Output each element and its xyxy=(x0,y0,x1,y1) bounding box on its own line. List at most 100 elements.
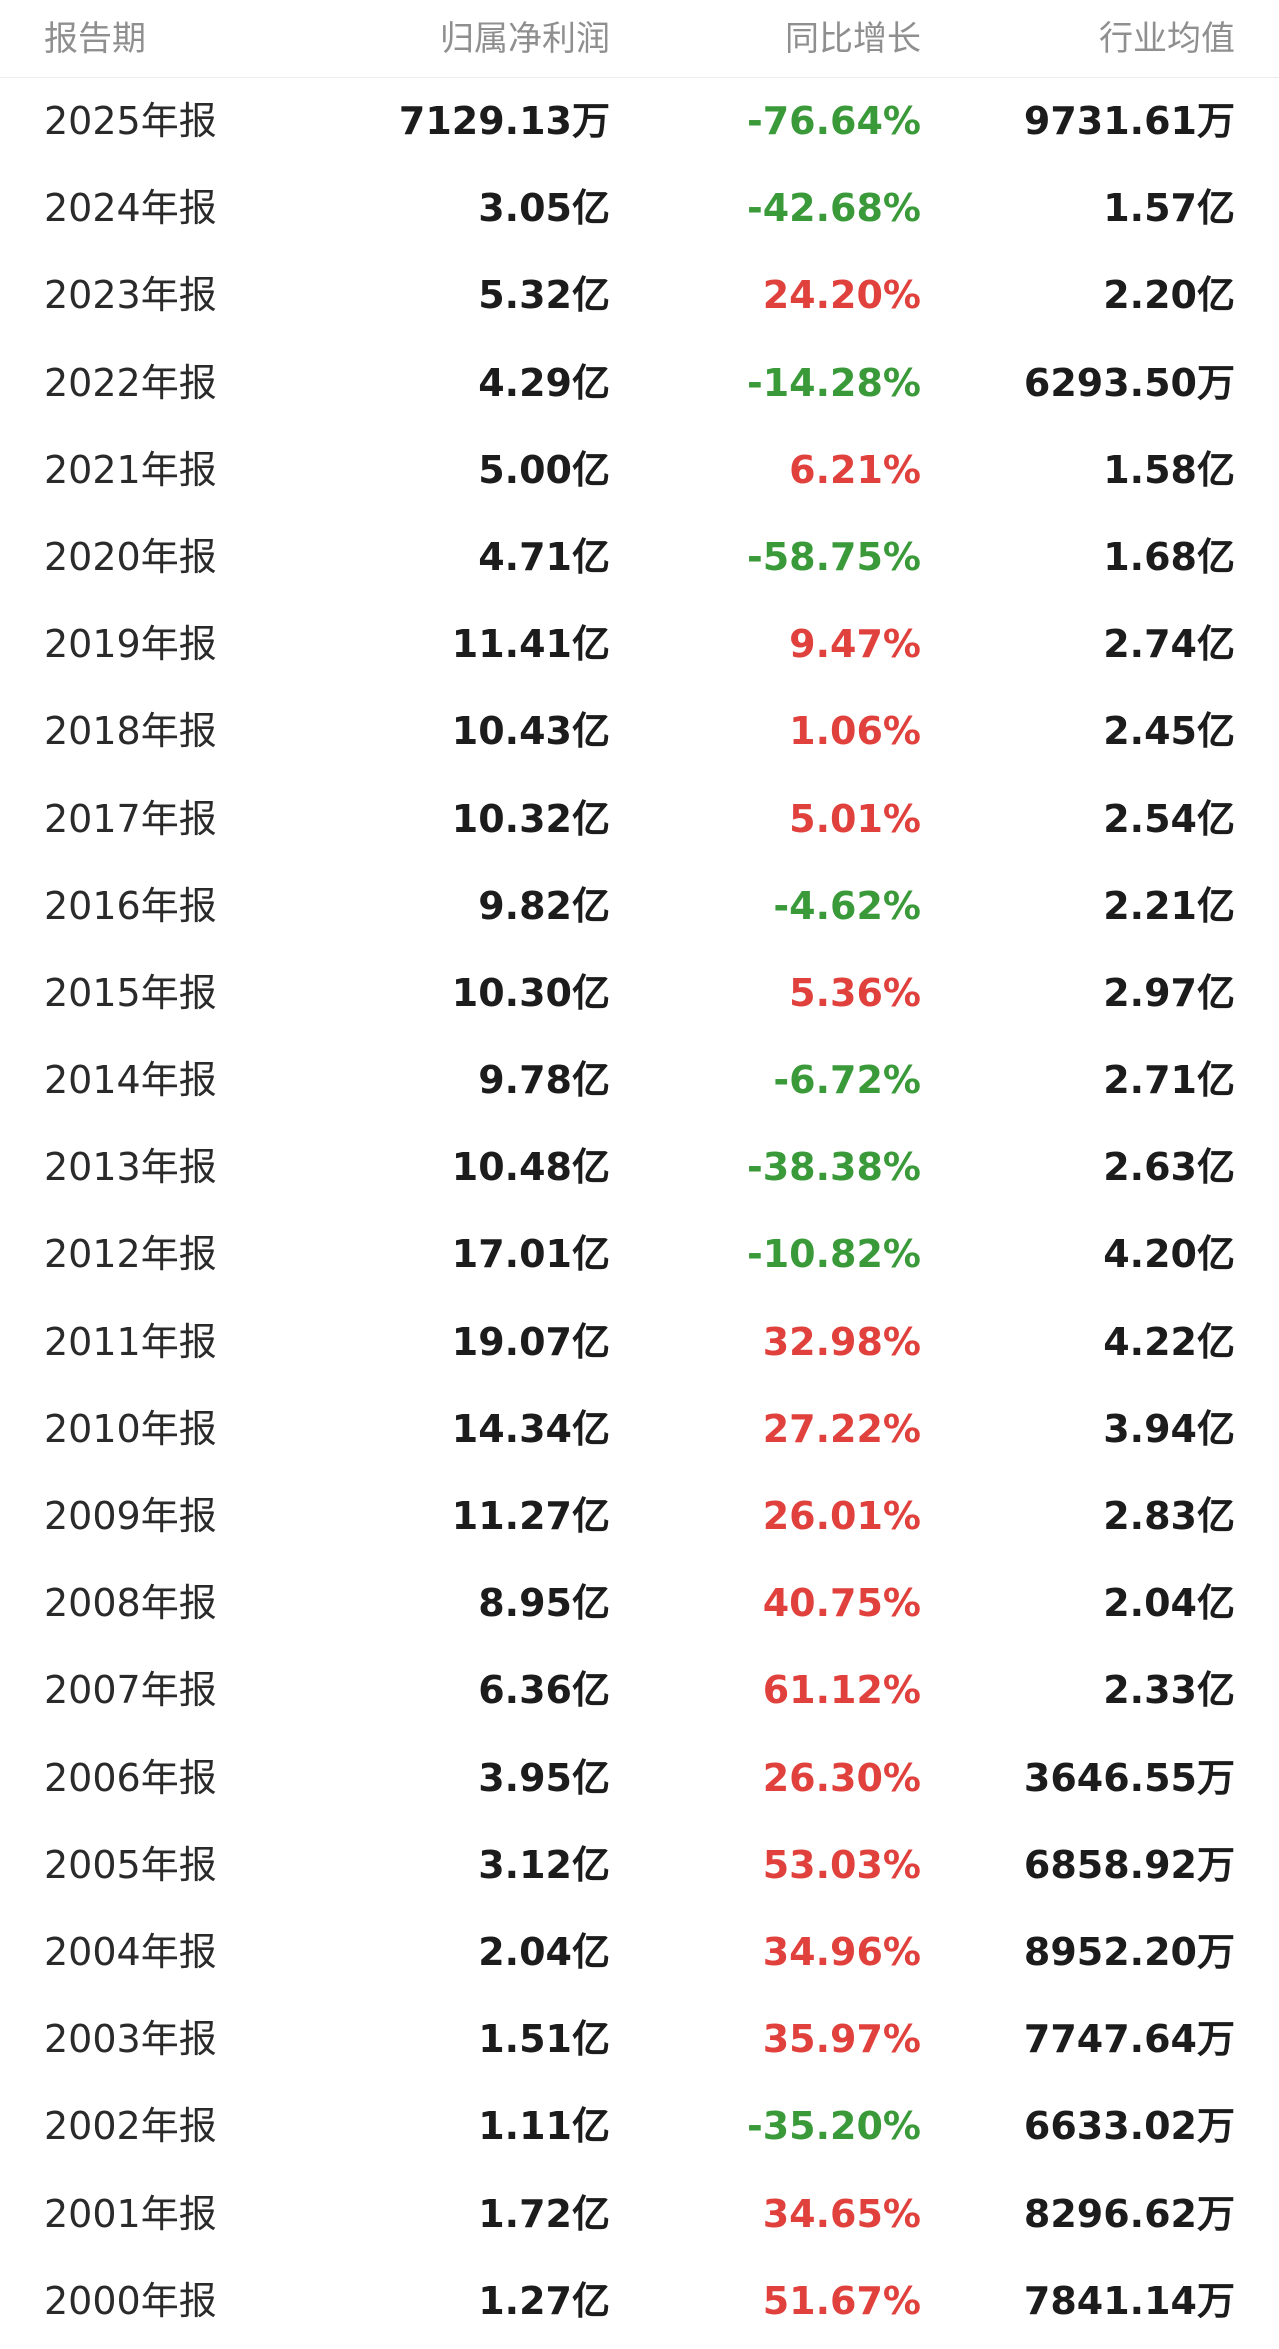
table-row[interactable]: 2023年报 5.32亿 24.20% 2.20亿 xyxy=(0,252,1279,339)
table-row[interactable]: 2002年报 1.11亿 -35.20% 6633.02万 xyxy=(0,2083,1279,2170)
table-row[interactable]: 2025年报 7129.13万 -76.64% 9731.61万 xyxy=(0,78,1279,165)
row-period: 2022年报 xyxy=(44,360,217,405)
row-yoy-growth: 26.30% xyxy=(762,1755,921,1800)
row-yoy-growth: 61.12% xyxy=(762,1668,921,1713)
table-row[interactable]: 2014年报 9.78亿 -6.72% 2.71亿 xyxy=(0,1037,1279,1124)
row-yoy-growth: -35.20% xyxy=(746,2104,921,2149)
row-yoy-growth: -6.72% xyxy=(773,1058,921,1103)
row-period: 2020年报 xyxy=(44,534,217,579)
row-net-profit: 10.32亿 xyxy=(451,796,610,841)
row-net-profit: 3.12亿 xyxy=(478,1842,610,1887)
table-row[interactable]: 2000年报 1.27亿 51.67% 7841.14万 xyxy=(0,2258,1279,2345)
row-yoy-growth: 53.03% xyxy=(762,1842,921,1887)
header-period[interactable]: 报告期 xyxy=(44,19,146,59)
row-period: 2015年报 xyxy=(44,970,217,1015)
table-row[interactable]: 2021年报 5.00亿 6.21% 1.58亿 xyxy=(0,427,1279,514)
row-period: 2019年报 xyxy=(44,622,217,667)
row-period: 2007年报 xyxy=(44,1668,217,1713)
table-row[interactable]: 2018年报 10.43亿 1.06% 2.45亿 xyxy=(0,688,1279,775)
table-row[interactable]: 2006年报 3.95亿 26.30% 3646.55万 xyxy=(0,1735,1279,1822)
row-net-profit: 3.95亿 xyxy=(478,1755,610,1800)
row-industry-avg: 3646.55万 xyxy=(1023,1755,1235,1800)
row-net-profit: 9.78亿 xyxy=(478,1058,610,1103)
table-row[interactable]: 2024年报 3.05亿 -42.68% 1.57亿 xyxy=(0,165,1279,252)
row-period: 2000年报 xyxy=(44,2278,217,2323)
row-yoy-growth: 32.98% xyxy=(762,1319,921,1364)
row-industry-avg: 2.45亿 xyxy=(1103,709,1235,754)
row-net-profit: 1.72亿 xyxy=(478,2191,610,2236)
table-body: 2025年报 7129.13万 -76.64% 9731.61万 2024年报 3.05亿… xyxy=(0,78,1279,2345)
table-row[interactable]: 2010年报 14.34亿 27.22% 3.94亿 xyxy=(0,1386,1279,1473)
header-net-profit[interactable]: 归属净利润 xyxy=(440,19,610,59)
table-row[interactable]: 2015年报 10.30亿 5.36% 2.97亿 xyxy=(0,950,1279,1037)
table-row[interactable]: 2013年报 10.48亿 -38.38% 2.63亿 xyxy=(0,1124,1279,1211)
row-net-profit: 9.82亿 xyxy=(478,883,610,928)
row-period: 2023年报 xyxy=(44,273,217,318)
row-net-profit: 8.95亿 xyxy=(478,1581,610,1626)
table-row[interactable]: 2011年报 19.07亿 32.98% 4.22亿 xyxy=(0,1299,1279,1386)
row-yoy-growth: 5.36% xyxy=(789,970,921,1015)
row-net-profit: 10.48亿 xyxy=(451,1145,610,1190)
row-yoy-growth: -14.28% xyxy=(746,360,921,405)
table-row[interactable]: 2008年报 8.95亿 40.75% 2.04亿 xyxy=(0,1560,1279,1647)
header-industry-avg[interactable]: 行业均值 xyxy=(1099,19,1235,59)
table-row[interactable]: 2022年报 4.29亿 -14.28% 6293.50万 xyxy=(0,340,1279,427)
row-period: 2013年报 xyxy=(44,1145,217,1190)
row-yoy-growth: 5.01% xyxy=(789,796,921,841)
row-industry-avg: 2.33亿 xyxy=(1103,1668,1235,1713)
row-period: 2021年报 xyxy=(44,447,217,492)
row-net-profit: 6.36亿 xyxy=(478,1668,610,1713)
row-yoy-growth: 40.75% xyxy=(762,1581,921,1626)
row-period: 2004年报 xyxy=(44,1929,217,1974)
row-industry-avg: 4.20亿 xyxy=(1103,1232,1235,1277)
row-yoy-growth: 51.67% xyxy=(762,2278,921,2323)
row-period: 2014年报 xyxy=(44,1058,217,1103)
row-period: 2003年报 xyxy=(44,2017,217,2062)
row-industry-avg: 2.04亿 xyxy=(1103,1581,1235,1626)
table-row[interactable]: 2009年报 11.27亿 26.01% 2.83亿 xyxy=(0,1473,1279,1560)
table-row[interactable]: 2005年报 3.12亿 53.03% 6858.92万 xyxy=(0,1822,1279,1909)
table-header: 报告期 归属净利润 同比增长 行业均值 xyxy=(0,0,1279,78)
row-period: 2005年报 xyxy=(44,1842,217,1887)
table-row[interactable]: 2016年报 9.82亿 -4.62% 2.21亿 xyxy=(0,863,1279,950)
row-net-profit: 1.11亿 xyxy=(478,2104,610,2149)
row-net-profit: 5.00亿 xyxy=(478,447,610,492)
row-net-profit: 14.34亿 xyxy=(451,1406,610,1451)
row-yoy-growth: -58.75% xyxy=(746,534,921,579)
row-period: 2024年报 xyxy=(44,186,217,231)
row-period: 2016年报 xyxy=(44,883,217,928)
row-industry-avg: 2.20亿 xyxy=(1103,273,1235,318)
table-row[interactable]: 2020年报 4.71亿 -58.75% 1.68亿 xyxy=(0,514,1279,601)
table-row[interactable]: 2019年报 11.41亿 9.47% 2.74亿 xyxy=(0,601,1279,688)
table-row[interactable]: 2001年报 1.72亿 34.65% 8296.62万 xyxy=(0,2171,1279,2258)
row-industry-avg: 2.97亿 xyxy=(1103,970,1235,1015)
row-yoy-growth: -10.82% xyxy=(746,1232,921,1277)
row-net-profit: 2.04亿 xyxy=(478,1929,610,1974)
row-period: 2008年报 xyxy=(44,1581,217,1626)
row-yoy-growth: -4.62% xyxy=(773,883,921,928)
row-period: 2001年报 xyxy=(44,2191,217,2236)
row-industry-avg: 2.54亿 xyxy=(1103,796,1235,841)
header-yoy-growth[interactable]: 同比增长 xyxy=(785,19,921,59)
table-row[interactable]: 2004年报 2.04亿 34.96% 8952.20万 xyxy=(0,1909,1279,1996)
table-row[interactable]: 2007年报 6.36亿 61.12% 2.33亿 xyxy=(0,1647,1279,1734)
row-industry-avg: 8296.62万 xyxy=(1023,2191,1235,2236)
table-row[interactable]: 2017年报 10.32亿 5.01% 2.54亿 xyxy=(0,776,1279,863)
table-row[interactable]: 2012年报 17.01亿 -10.82% 4.20亿 xyxy=(0,1211,1279,1298)
row-net-profit: 19.07亿 xyxy=(451,1319,610,1364)
row-industry-avg: 2.83亿 xyxy=(1103,1494,1235,1538)
row-period: 2002年报 xyxy=(44,2104,217,2149)
row-yoy-growth: 26.01% xyxy=(762,1494,921,1538)
table-row[interactable]: 2003年报 1.51亿 35.97% 7747.64万 xyxy=(0,1996,1279,2083)
row-yoy-growth: 35.97% xyxy=(762,2017,921,2062)
row-net-profit: 5.32亿 xyxy=(478,273,610,318)
row-period: 2017年报 xyxy=(44,796,217,841)
row-yoy-growth: 27.22% xyxy=(762,1406,921,1451)
row-net-profit: 1.51亿 xyxy=(478,2017,610,2062)
row-net-profit: 10.30亿 xyxy=(451,970,610,1015)
row-industry-avg: 6293.50万 xyxy=(1023,360,1235,405)
row-net-profit: 11.41亿 xyxy=(451,622,610,667)
row-industry-avg: 9731.61万 xyxy=(1023,99,1235,143)
row-industry-avg: 2.21亿 xyxy=(1103,883,1235,928)
